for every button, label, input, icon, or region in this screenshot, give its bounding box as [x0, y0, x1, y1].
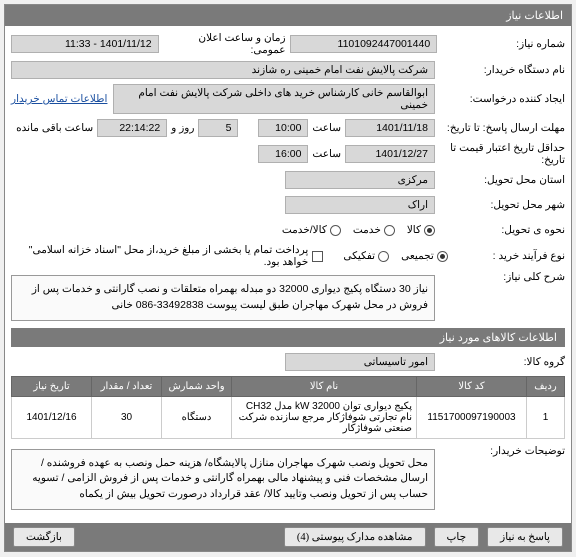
- province-value: مرکزی: [285, 171, 435, 189]
- group-value: امور تاسیساتی: [285, 353, 435, 371]
- form-area: شماره نیاز: 1101092447001440 زمان و ساعت…: [5, 26, 571, 523]
- cell-code: 1151700097190003: [417, 396, 527, 438]
- radio-icon: [378, 251, 389, 262]
- time-label-2: ساعت: [312, 148, 341, 160]
- desc-label: شرح کلی نیاز:: [435, 271, 565, 283]
- delivery-option-both[interactable]: کالا/خدمت: [282, 224, 341, 236]
- table-row: 1 1151700097190003 پکیج دیواری توان kW 3…: [12, 396, 565, 438]
- remain-label: ساعت باقی مانده: [16, 122, 93, 134]
- cell-unit: دستگاه: [162, 396, 232, 438]
- group-label: گروه کالا:: [435, 356, 565, 368]
- need-number-value: 1101092447001440: [290, 35, 438, 53]
- radio-icon: [437, 251, 448, 262]
- deadline-time: 10:00: [258, 119, 308, 137]
- purchase-type-label: نوع فرآیند خرید :: [448, 250, 565, 262]
- city-label: شهر محل تحویل:: [435, 199, 565, 211]
- purchase-radio-group: تجمیعی تفکیکی: [343, 250, 448, 262]
- cell-qty: 30: [92, 396, 162, 438]
- radio-icon: [384, 225, 395, 236]
- remain-time: 22:14:22: [97, 119, 167, 137]
- cell-idx: 1: [527, 396, 565, 438]
- cell-date: 1401/12/16: [12, 396, 92, 438]
- days-count: 5: [198, 119, 238, 137]
- radio-icon: [330, 225, 341, 236]
- table-header-row: ردیف کد کالا نام کالا واحد شمارش تعداد /…: [12, 376, 565, 396]
- validity-time: 16:00: [258, 145, 308, 163]
- radio-icon: [424, 225, 435, 236]
- buyer-org-label: نام دستگاه خریدار:: [435, 64, 565, 76]
- deadline-label: مهلت ارسال پاسخ: تا تاریخ:: [435, 122, 565, 134]
- buyer-org-value: شرکت پالایش نفت امام خمینی ره شازند: [11, 61, 435, 79]
- delivery-label: نحوه ی تحویل:: [435, 224, 565, 236]
- validity-label: حداقل تاریخ اعتبار قیمت تا تاریخ:: [435, 142, 565, 166]
- reply-button[interactable]: پاسخ به نیاز: [487, 527, 563, 547]
- announce-value: 1401/11/12 - 11:33: [11, 35, 159, 53]
- need-info-panel: اطلاعات نیاز شماره نیاز: 110109244700144…: [4, 4, 572, 552]
- buyer-notes-label: توضیحات خریدار:: [435, 445, 565, 457]
- cell-name: پکیج دیواری توان kW 32000 مدل CH32 نام ت…: [232, 396, 417, 438]
- validity-date: 1401/12/27: [345, 145, 435, 163]
- panel-title: اطلاعات نیاز: [5, 5, 571, 26]
- partial-pay-label: پرداخت تمام یا بخشی از مبلغ خرید،از محل …: [15, 244, 308, 268]
- print-button[interactable]: چاپ: [434, 527, 480, 547]
- back-button[interactable]: بازگشت: [13, 527, 75, 547]
- th-unit: واحد شمارش: [162, 376, 232, 396]
- attachments-button[interactable]: مشاهده مدارک پیوستی (4): [284, 527, 426, 547]
- deadline-date: 1401/11/18: [345, 119, 435, 137]
- purchase-option-aggregate[interactable]: تجمیعی: [401, 250, 448, 262]
- days-label: روز و: [171, 122, 194, 134]
- creator-value: ابوالقاسم خانی کارشناس خرید های داخلی شر…: [113, 84, 435, 114]
- purchase-option-separate[interactable]: تفکیکی: [343, 250, 389, 262]
- need-number-label: شماره نیاز:: [437, 38, 565, 50]
- delivery-radio-group: کالا خدمت کالا/خدمت: [282, 224, 435, 236]
- th-name: نام کالا: [232, 376, 417, 396]
- checkbox-icon: [312, 251, 323, 262]
- th-qty: تعداد / مقدار: [92, 376, 162, 396]
- province-label: استان محل تحویل:: [435, 174, 565, 186]
- contact-link[interactable]: اطلاعات تماس خریدار: [11, 93, 107, 105]
- delivery-option-service[interactable]: خدمت: [353, 224, 395, 236]
- th-code: کد کالا: [417, 376, 527, 396]
- desc-text: نیاز 30 دستگاه پکیج دیواری 32000 دو مبدل…: [11, 275, 435, 321]
- footer-bar: پاسخ به نیاز چاپ مشاهده مدارک پیوستی (4)…: [5, 523, 571, 551]
- buyer-notes-text: محل تحویل ونصب شهرک مهاجران منازل پالایش…: [11, 449, 435, 510]
- partial-pay-checkbox[interactable]: [312, 250, 323, 262]
- th-idx: ردیف: [527, 376, 565, 396]
- announce-label: زمان و ساعت اعلان عمومی:: [163, 32, 286, 56]
- creator-label: ایجاد کننده درخواست:: [435, 93, 565, 105]
- city-value: اراک: [285, 196, 435, 214]
- delivery-option-goods[interactable]: کالا: [407, 224, 435, 236]
- goods-table: ردیف کد کالا نام کالا واحد شمارش تعداد /…: [11, 376, 565, 439]
- goods-header: اطلاعات کالاهای مورد نیاز: [11, 328, 565, 347]
- time-label-1: ساعت: [312, 122, 341, 134]
- th-date: تاریخ نیاز: [12, 376, 92, 396]
